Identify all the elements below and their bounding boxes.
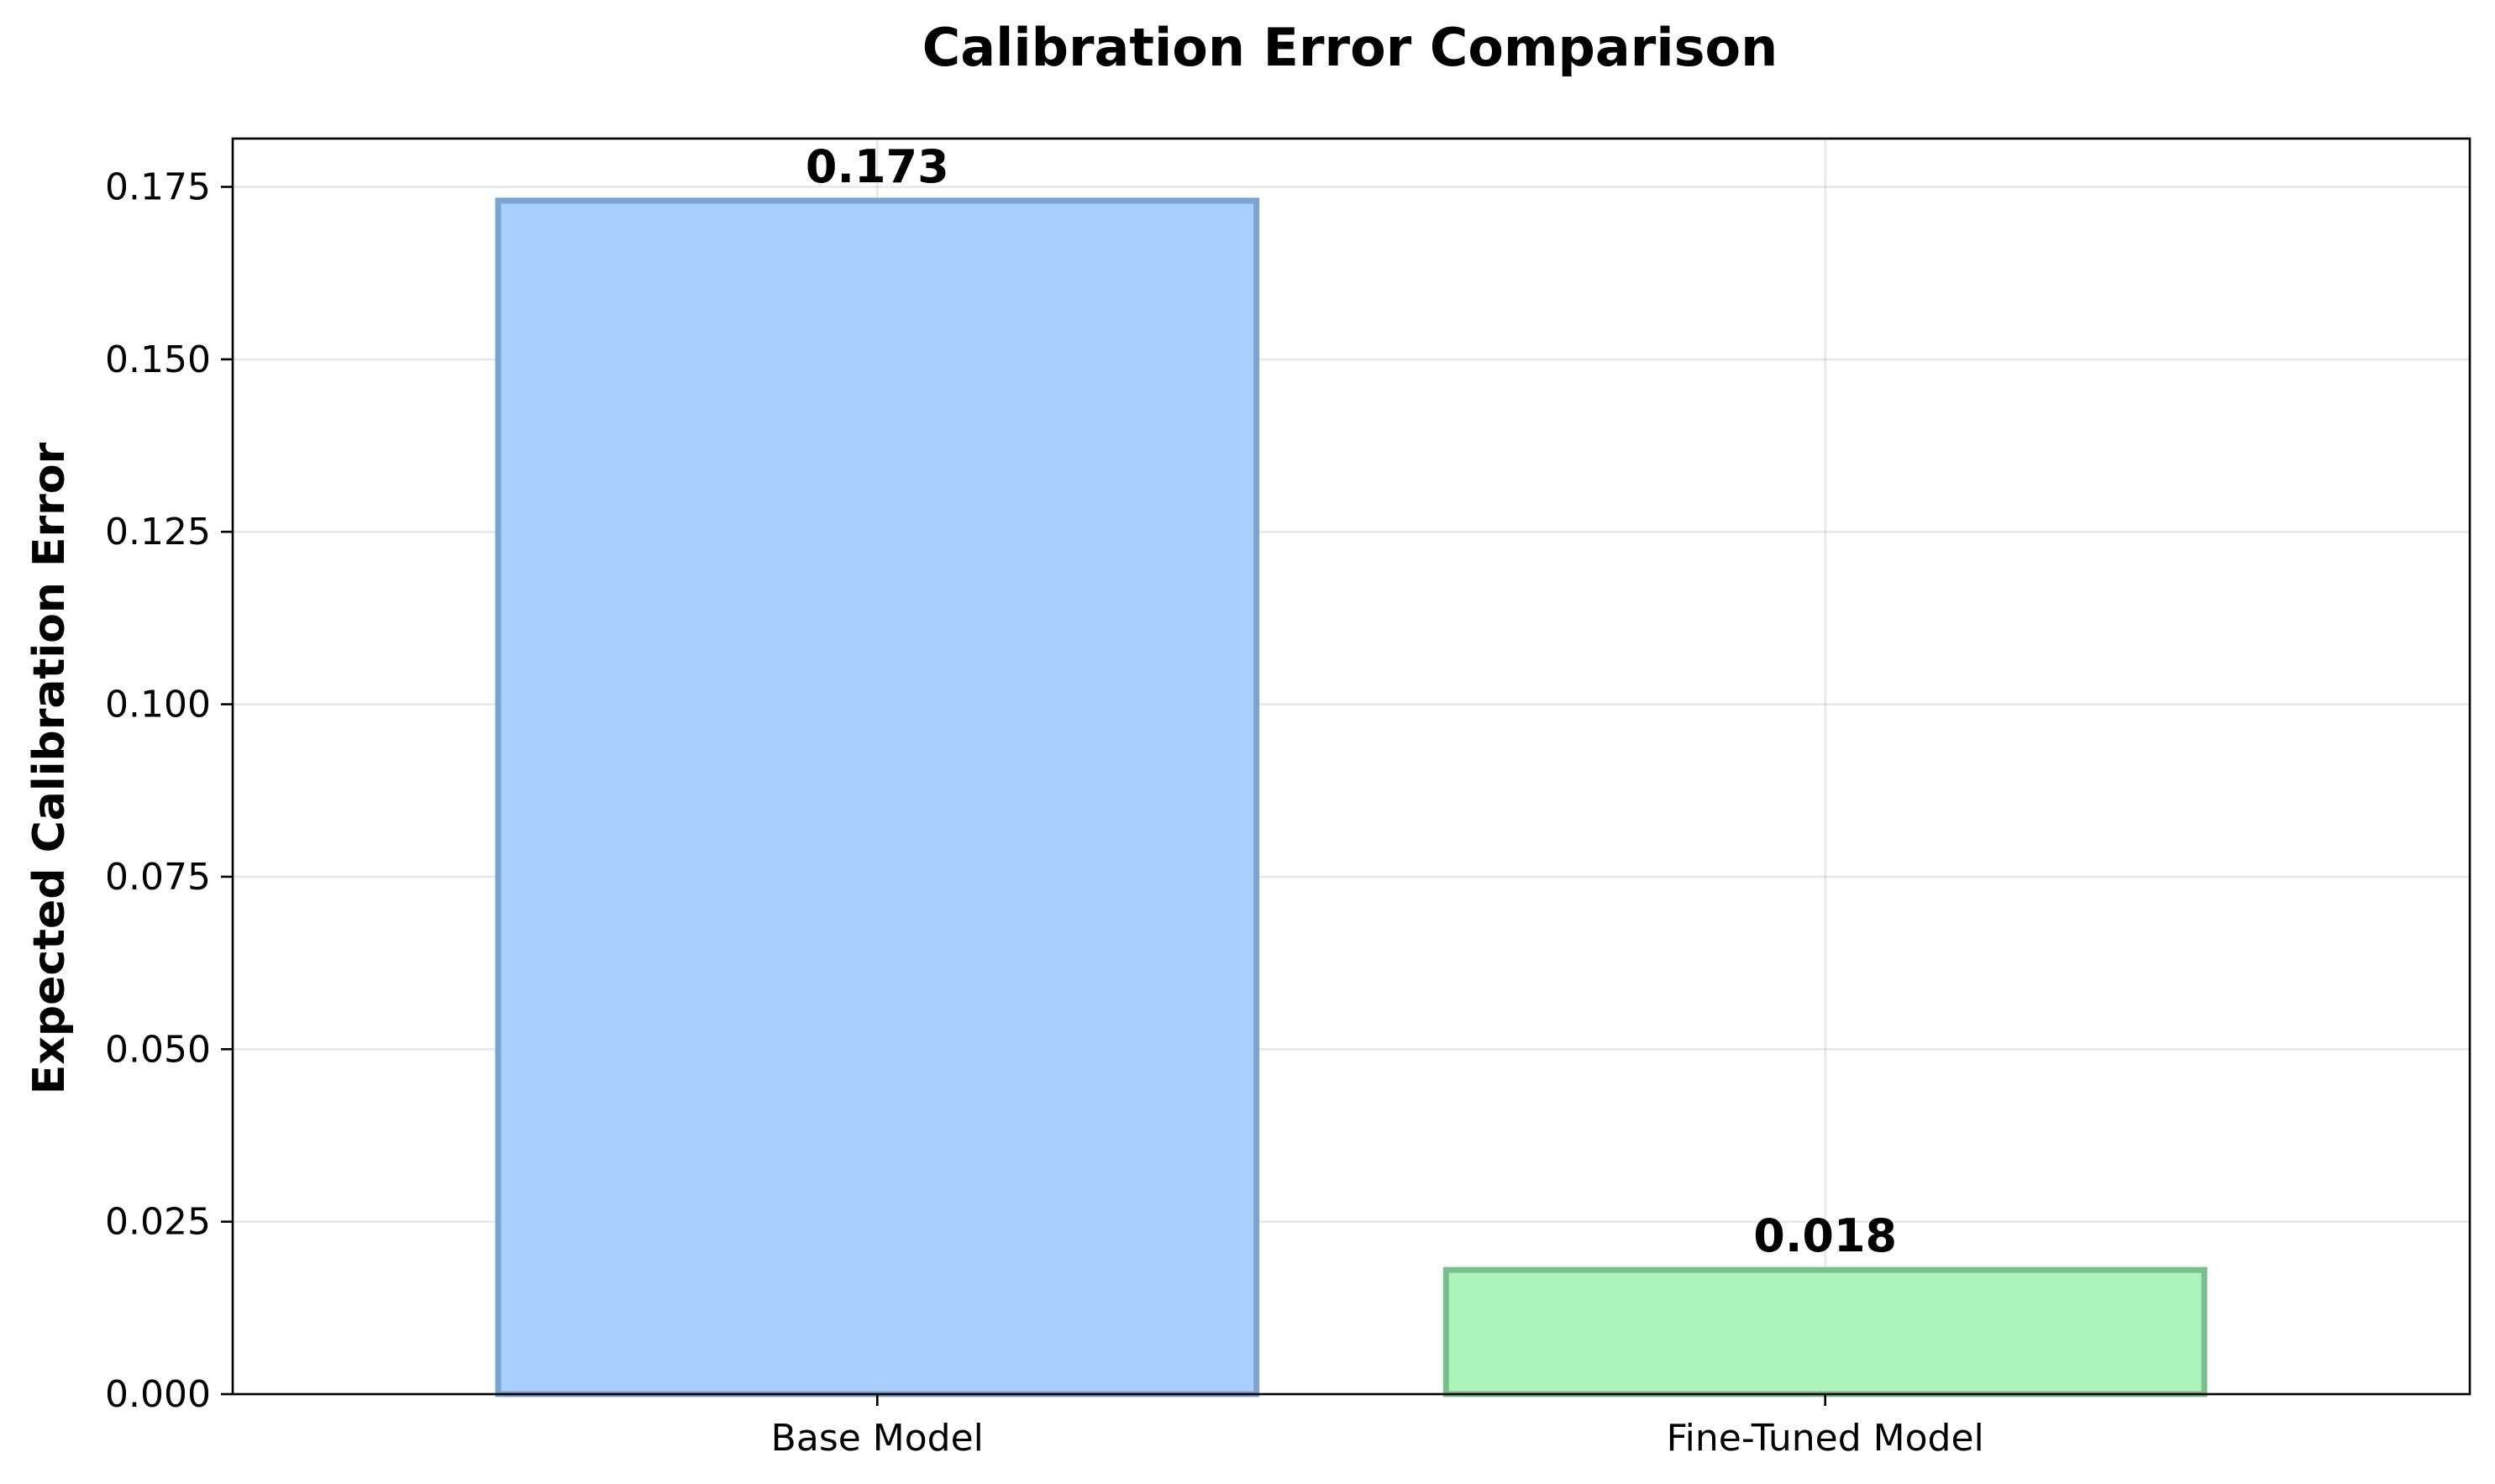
bar-fine-tuned-model: [1442, 1266, 2208, 1397]
y-tick-label: 0.100: [105, 684, 211, 726]
bar-value-label: 0.173: [806, 140, 949, 193]
bar-value-label: 0.018: [1753, 1209, 1897, 1262]
y-tick-label: 0.125: [105, 511, 211, 553]
bar-value-labels: 0.173 0.018: [806, 140, 1897, 1262]
y-tick-label: 0.150: [105, 338, 211, 381]
axis-ticks: 0.000 0.025 0.050 0.075 0.100 0.125 0.150 0.175…: [105, 166, 1984, 1460]
chart-title: Calibration Error Comparison: [922, 17, 1778, 78]
y-tick-label: 0.025: [105, 1201, 211, 1244]
bar-base-model: [495, 197, 1260, 1397]
x-tick-label: Fine-Tuned Model: [1667, 1417, 1984, 1460]
y-tick-label: 0.075: [105, 856, 211, 899]
y-axis-label: Expected Calibration Error: [24, 442, 75, 1094]
y-tick-label: 0.050: [105, 1028, 211, 1071]
plot-area-frame: [231, 137, 2471, 1396]
y-tick-label: 0.000: [105, 1373, 211, 1416]
x-tick-label: Base Model: [771, 1417, 984, 1460]
y-tick-label: 0.175: [105, 166, 211, 209]
bars: [495, 197, 2208, 1397]
